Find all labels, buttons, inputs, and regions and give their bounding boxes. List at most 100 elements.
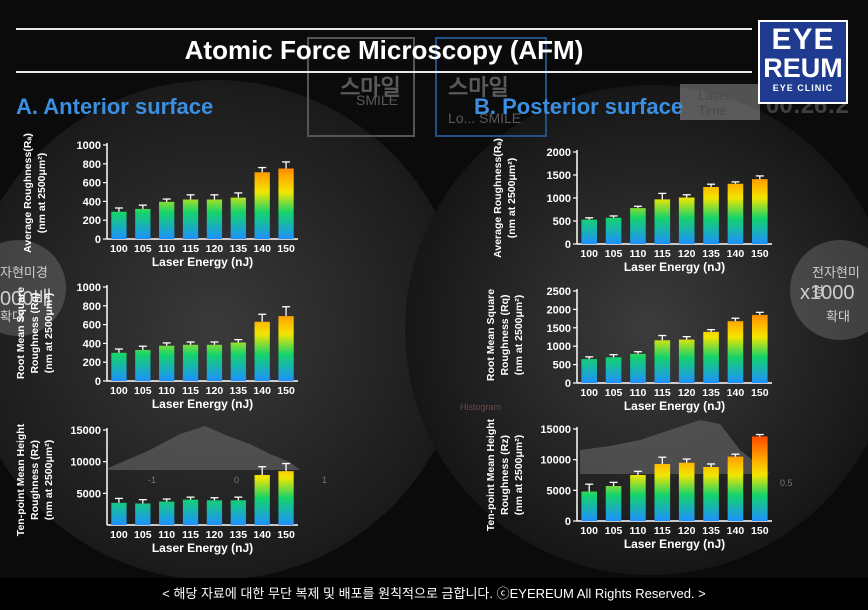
x-tick-label: 135 — [230, 529, 248, 541]
y-axis-label: Ten-point Mean Height — [485, 418, 497, 531]
x-tick-label: 105 — [134, 385, 152, 397]
bar — [752, 314, 768, 383]
footer-copyright: < 해당 자료에 대한 무단 복제 및 배포를 원칙적으로 금합니다. ⓒEYE… — [162, 586, 706, 601]
bar — [678, 197, 695, 244]
bar — [654, 340, 671, 383]
bar — [630, 353, 646, 383]
x-tick-label: 105 — [605, 248, 623, 260]
y-tick-label: 200 — [83, 215, 101, 227]
x-tick-label: 115 — [654, 387, 671, 399]
x-tick-label: 100 — [110, 529, 128, 541]
bar — [727, 183, 744, 244]
y-tick-label: 0 — [565, 378, 571, 390]
x-tick-label: 135 — [230, 243, 248, 255]
bg-smile-korean-1: 스마일 — [340, 75, 401, 100]
bar — [135, 349, 151, 381]
y-axis-label: Roughness (Rq) — [29, 292, 41, 373]
x-tick-label: 150 — [751, 248, 769, 260]
x-tick-label: 115 — [182, 243, 199, 255]
bar — [678, 462, 695, 521]
y-tick-label: 10000 — [70, 457, 101, 469]
bg-histogram-label: Histogram — [460, 402, 502, 412]
logo-line-1: EYE — [771, 23, 835, 56]
bg-em-left-1: 자현미경 — [0, 265, 48, 280]
x-axis-label: Laser Energy (nJ) — [624, 537, 725, 551]
bg-em-left-2: 000배 — [0, 288, 52, 310]
bar — [230, 342, 246, 381]
y-tick-label: 0 — [95, 234, 101, 246]
bg-em-left-3: 확대 — [0, 309, 24, 324]
y-tick-label: 2500 — [547, 286, 571, 298]
y-axis-label: Average Roughness(Rₐ) — [22, 133, 34, 253]
bar — [752, 436, 768, 521]
logo-line-3: EYE CLINIC — [772, 83, 834, 93]
y-axis-label: Root Mean Square — [15, 287, 27, 379]
y-tick-label: 400 — [83, 338, 101, 350]
chart-b3: 0 5000 10000 15000 100 105 110 115 120 135 140 150 L… — [485, 418, 772, 551]
y-tick-label: 500 — [553, 216, 571, 228]
bar — [727, 456, 744, 521]
x-tick-label: 100 — [580, 248, 598, 260]
y-tick-label: 0 — [565, 239, 571, 251]
y-tick-label: 1000 — [77, 140, 101, 152]
y-tick-label: 600 — [83, 178, 101, 190]
y-tick-label: 0 — [95, 376, 101, 388]
bar — [605, 217, 622, 244]
y-tick-label: 1000 — [77, 282, 101, 294]
y-axis-label: (nm at 2500μm²) — [43, 293, 55, 374]
bar — [135, 503, 151, 525]
bg-smile-korean-2: 스마일 — [448, 75, 509, 100]
y-tick-label: 5000 — [77, 488, 101, 500]
bar — [206, 500, 223, 525]
left-sem-image — [0, 80, 465, 580]
y-tick-label: 0 — [565, 516, 571, 528]
bar — [752, 179, 768, 244]
x-tick-label: 140 — [253, 385, 271, 397]
right-magnify-bubble — [790, 240, 868, 340]
bg-laser-time: Laser Time — [698, 88, 731, 118]
x-tick-label: 135 — [702, 248, 720, 260]
x-tick-label: 135 — [230, 385, 248, 397]
bar — [581, 359, 597, 383]
y-tick-label: 600 — [83, 320, 101, 332]
y-axis-label: Root Mean Square — [485, 289, 497, 381]
bar — [135, 208, 151, 239]
bar — [654, 199, 671, 244]
bar — [206, 199, 223, 239]
y-axis-label: (nm at 2500μm²) — [513, 295, 525, 376]
x-tick-label: 105 — [605, 387, 623, 399]
y-axis-label: (nm at 2500μm²) — [506, 158, 518, 239]
x-tick-label: 100 — [110, 243, 128, 255]
bar — [182, 199, 199, 239]
x-tick-label: 115 — [654, 525, 671, 537]
y-axis-label: Roughness (Rz) — [29, 440, 41, 520]
x-tick-label: 110 — [158, 529, 175, 541]
bar — [278, 316, 294, 381]
page-title: Atomic Force Microscopy (AFM) — [184, 35, 584, 65]
x-tick-label: 140 — [253, 529, 271, 541]
y-axis-label: Roughness (Rq) — [499, 294, 511, 375]
x-axis-label: Laser Energy (nJ) — [152, 255, 253, 269]
bar — [278, 471, 294, 525]
bar — [630, 475, 646, 521]
bar — [703, 467, 719, 521]
x-tick-label: 110 — [158, 385, 175, 397]
bar — [182, 499, 199, 525]
logo-line-2: REUM — [763, 53, 843, 83]
y-tick-label: 15000 — [70, 425, 101, 437]
bar — [230, 197, 246, 239]
y-axis-label: (nm at 2500μm²) — [43, 440, 55, 521]
x-tick-label: 110 — [629, 248, 646, 260]
x-tick-label: 100 — [110, 385, 128, 397]
bar — [206, 344, 223, 381]
x-tick-label: 115 — [182, 529, 199, 541]
x-tick-label: 105 — [605, 525, 623, 537]
bg-smile-english-2: Lo... SMILE — [448, 110, 522, 126]
y-axis-label: Ten-point Mean Height — [15, 423, 27, 536]
bar — [230, 500, 246, 525]
bar — [630, 208, 646, 244]
bg-axis-minus1: -1 — [148, 475, 157, 485]
y-axis-label: Average Roughness(Rₐ) — [492, 138, 504, 258]
eyereum-logo: EYE REUM EYE CLINIC — [758, 20, 848, 104]
